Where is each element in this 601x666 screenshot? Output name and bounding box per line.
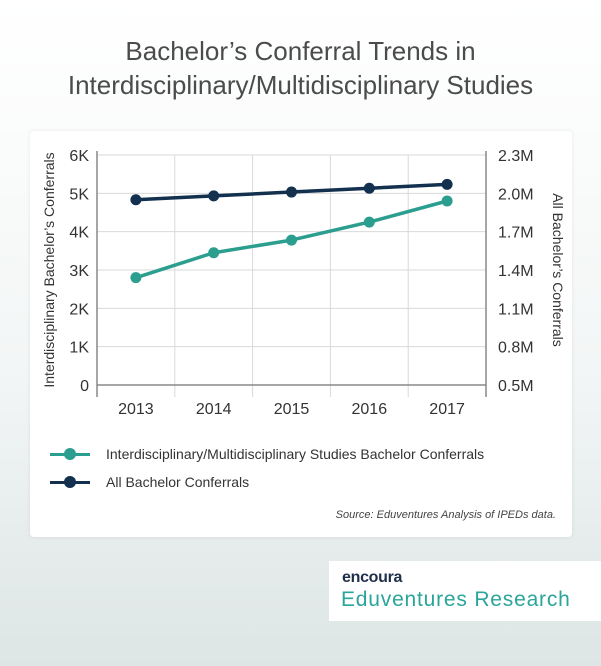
y-tick-label-right: 1.4M [498,263,534,280]
x-tick-label: 2016 [352,401,388,418]
y-tick-label-left: 0 [80,378,89,395]
x-tick-label: 2017 [429,401,465,418]
y-axis-title-right: All Bachelor’s Conferrals [550,193,566,347]
data-point-series-2 [363,182,375,194]
chart-title: Bachelor’s Conferral Trends in Interdisc… [0,34,601,102]
legend-marker-interdisciplinary [64,448,76,460]
y-tick-label-left: 6K [69,148,89,165]
legend-label-interdisciplinary: Interdisciplinary/Multidisciplinary Stud… [106,446,485,462]
source-note: Source: Eduventures Analysis of IPEDs da… [335,509,556,521]
data-point-series-2 [286,186,297,198]
x-tick-label: 2013 [118,401,154,418]
y-tick-label-left: 3K [69,263,89,280]
legend-marker-all [64,476,76,488]
y-axis-title-left: Interdisciplinary Bachelor’s Conferrals [41,152,57,387]
encoura-logo: encoura [342,569,403,586]
y-tick-label-right: 1.1M [498,301,534,318]
title-line-2: Interdisciplinary/Multidisciplinary Stud… [67,70,534,100]
data-point-series-1 [363,216,375,228]
y-tick-label-left: 2K [69,301,89,318]
y-tick-label-left: 1K [69,340,89,357]
brand-name: Eduventures Research [341,588,571,611]
data-point-series-1 [130,272,142,284]
data-point-series-2 [441,178,453,190]
y-tick-label-right: 1.7M [498,225,534,242]
legend-swatch-all [50,472,90,492]
data-point-series-1 [208,247,220,259]
x-tick-label: 2015 [274,401,310,418]
legend-item-all: All Bachelor Conferrals [50,472,249,492]
line-chart: 0 0.5M 1K 0.8M 2K 1.1M 3K 1.4M 4K 1.7M 5K 2.0M 6K 2.3… [41,148,566,418]
title-line-1: Bachelor’s Conferral Trends in [125,36,476,66]
x-tick-label: 2014 [196,401,232,418]
y-tick-label-right: 2.3M [498,148,534,165]
y-tick-label-right: 0.5M [498,378,534,395]
chart-card: 0 0.5M 1K 0.8M 2K 1.1M 3K 1.4M 4K 1.7M 5K 2.0M 6K 2.3… [30,131,572,537]
y-tick-label-right: 0.8M [498,340,534,357]
legend-swatch-interdisciplinary [50,444,90,464]
y-tick-label-left: 4K [69,225,89,242]
data-point-series-1 [286,234,297,246]
y-tick-label-right: 2.0M [498,186,534,203]
y-tick-label-left: 5K [69,186,89,203]
legend-item-interdisciplinary: Interdisciplinary/Multidisciplinary Stud… [50,444,484,464]
data-point-series-1 [441,195,453,207]
brand-box: encoura Eduventures Research [329,561,601,621]
data-point-series-2 [208,190,220,202]
data-point-series-2 [130,194,142,206]
legend-label-all: All Bachelor Conferrals [106,474,250,490]
